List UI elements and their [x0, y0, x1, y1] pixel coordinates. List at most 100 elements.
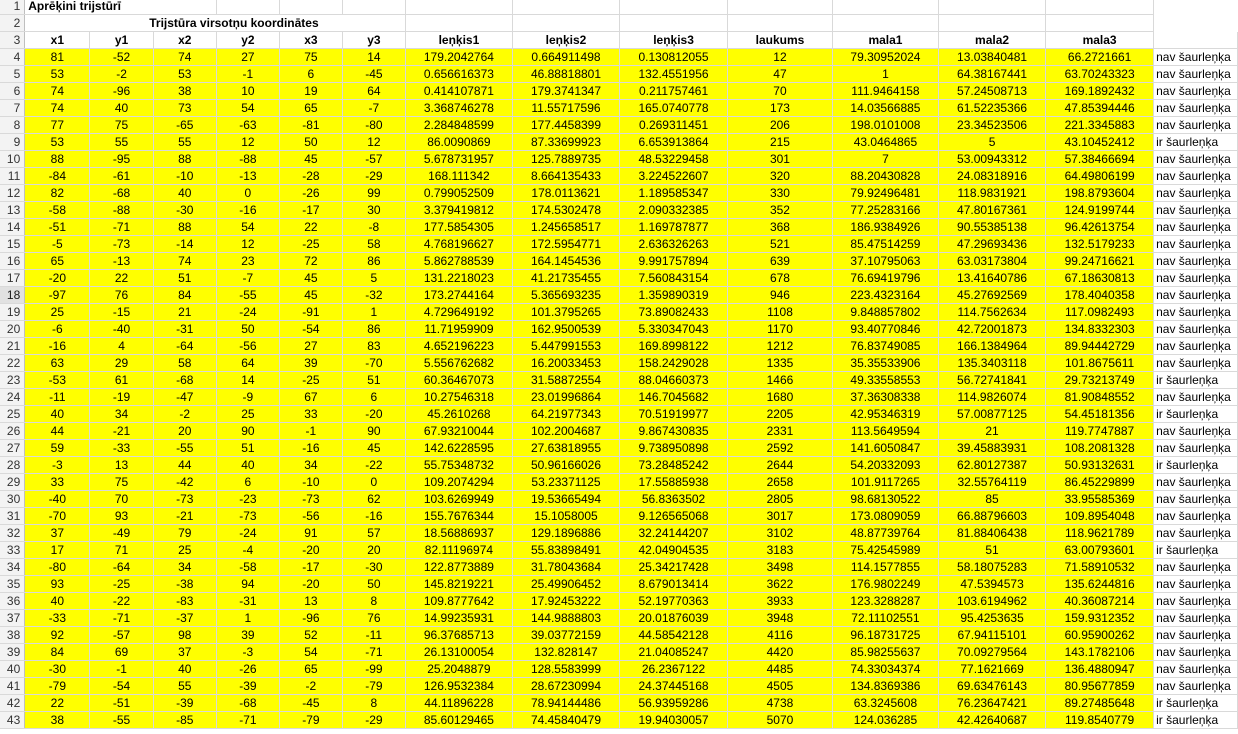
cell-m2[interactable]: 114.9826074 — [938, 388, 1047, 406]
cell-area[interactable]: 4420 — [727, 643, 833, 661]
cell-a2[interactable]: 172.5954771 — [512, 235, 621, 253]
cell-area[interactable]: 4116 — [727, 626, 833, 644]
cell-m2[interactable]: 47.80167361 — [938, 201, 1047, 219]
cell-a2[interactable]: 28.67230994 — [512, 677, 621, 695]
cell-y1[interactable]: 13 — [89, 456, 154, 474]
cell-result[interactable]: nav šaurleņķa — [1153, 524, 1238, 542]
cell-x1[interactable]: 44 — [24, 422, 91, 440]
cell-result[interactable]: nav šaurleņķa — [1153, 201, 1238, 219]
cell-y2[interactable]: 39 — [216, 626, 280, 644]
cell[interactable] — [938, 14, 1047, 32]
cell-y1[interactable]: 4 — [89, 337, 154, 355]
row-header[interactable]: 19 — [0, 303, 26, 321]
cell-x1[interactable]: -11 — [24, 388, 91, 406]
cell-y3[interactable]: 57 — [342, 524, 406, 542]
cell-result[interactable]: nav šaurleņķa — [1153, 558, 1238, 576]
cell-a2[interactable]: 101.3795265 — [512, 303, 621, 321]
cell-a3[interactable]: 9.126565068 — [619, 507, 729, 525]
cell[interactable] — [1045, 14, 1155, 32]
cell-y1[interactable]: 75 — [89, 473, 154, 491]
cell-m3[interactable]: 117.0982493 — [1045, 303, 1155, 321]
cell[interactable] — [727, 14, 833, 32]
cell-a1[interactable]: 0.656616373 — [405, 65, 513, 83]
cell-m1[interactable]: 173.0809059 — [832, 507, 940, 525]
cell-y3[interactable]: -70 — [342, 354, 406, 372]
cell[interactable] — [512, 0, 621, 15]
cell-x3[interactable]: -20 — [279, 541, 343, 559]
cell-y2[interactable]: 0 — [216, 184, 280, 202]
cell-x2[interactable]: 74 — [153, 48, 217, 66]
cell-result[interactable]: nav šaurleņķa — [1153, 303, 1238, 321]
cell-m2[interactable]: 85 — [938, 490, 1047, 508]
cell-a1[interactable]: 2.284848599 — [405, 116, 513, 134]
cell-a3[interactable]: 165.0740778 — [619, 99, 729, 117]
row-header[interactable]: 11 — [0, 167, 26, 185]
cell-area[interactable]: 2592 — [727, 439, 833, 457]
cell-y2[interactable]: 51 — [216, 439, 280, 457]
cell-m2[interactable]: 90.55385138 — [938, 218, 1047, 236]
cell-area[interactable]: 1466 — [727, 371, 833, 389]
cell-y1[interactable]: 93 — [89, 507, 154, 525]
cell-m3[interactable]: 66.2721661 — [1045, 48, 1155, 66]
row-header[interactable]: 13 — [0, 201, 26, 219]
cell-m3[interactable]: 109.8954048 — [1045, 507, 1155, 525]
cell-y1[interactable]: -88 — [89, 201, 154, 219]
cell-y1[interactable]: -71 — [89, 218, 154, 236]
cell-a1[interactable]: 11.71959909 — [405, 320, 513, 338]
cell-m1[interactable]: 63.3245608 — [832, 694, 940, 712]
cell-m2[interactable]: 76.23647421 — [938, 694, 1047, 712]
cell-area[interactable]: 368 — [727, 218, 833, 236]
cell-a1[interactable]: 126.9532384 — [405, 677, 513, 695]
cell-area[interactable]: 521 — [727, 235, 833, 253]
cell-y1[interactable]: -51 — [89, 694, 154, 712]
cell-x2[interactable]: 55 — [153, 677, 217, 695]
cell-x3[interactable]: -56 — [279, 507, 343, 525]
cell-y2[interactable]: -26 — [216, 660, 280, 678]
cell-a1[interactable]: 109.2074294 — [405, 473, 513, 491]
cell-y3[interactable]: 62 — [342, 490, 406, 508]
cell-area[interactable]: 12 — [727, 48, 833, 66]
cell-x2[interactable]: 34 — [153, 558, 217, 576]
cell-result[interactable]: nav šaurleņķa — [1153, 626, 1238, 644]
cell-x2[interactable]: 74 — [153, 252, 217, 270]
cell-x1[interactable]: 92 — [24, 626, 91, 644]
column-header-cell[interactable]: leņķis1 — [405, 31, 513, 49]
cell-a1[interactable]: 86.0090869 — [405, 133, 513, 151]
cell-m2[interactable]: 103.6194962 — [938, 592, 1047, 610]
cell-m1[interactable]: 75.42545989 — [832, 541, 940, 559]
cell-a3[interactable]: 70.51919977 — [619, 405, 729, 423]
cell-result[interactable]: nav šaurleņķa — [1153, 422, 1238, 440]
cell-m3[interactable]: 135.6244816 — [1045, 575, 1155, 593]
cell-x3[interactable]: -17 — [279, 201, 343, 219]
cell-y1[interactable]: 22 — [89, 269, 154, 287]
cell-y2[interactable]: 12 — [216, 133, 280, 151]
cell-x2[interactable]: -65 — [153, 116, 217, 134]
cell-a2[interactable]: 0.664911498 — [512, 48, 621, 66]
cell-m2[interactable]: 23.34523506 — [938, 116, 1047, 134]
cell-x1[interactable]: 53 — [24, 65, 91, 83]
cell-y3[interactable]: 99 — [342, 184, 406, 202]
cell-a1[interactable]: 131.2218023 — [405, 269, 513, 287]
cell-x2[interactable]: 38 — [153, 82, 217, 100]
cell-x3[interactable]: 34 — [279, 456, 343, 474]
cell-area[interactable]: 2658 — [727, 473, 833, 491]
cell[interactable] — [832, 14, 940, 32]
cell-area[interactable]: 1680 — [727, 388, 833, 406]
cell-a1[interactable]: 60.36467073 — [405, 371, 513, 389]
cell-result[interactable]: nav šaurleņķa — [1153, 439, 1238, 457]
cell-m1[interactable]: 88.20430828 — [832, 167, 940, 185]
cell-area[interactable]: 3017 — [727, 507, 833, 525]
cell-area[interactable]: 5070 — [727, 711, 833, 729]
cell-x2[interactable]: -47 — [153, 388, 217, 406]
cell-x2[interactable]: 25 — [153, 541, 217, 559]
cell-x3[interactable]: -25 — [279, 235, 343, 253]
cell-a3[interactable]: 48.53229458 — [619, 150, 729, 168]
cell-y3[interactable]: -57 — [342, 150, 406, 168]
cell-y3[interactable]: 64 — [342, 82, 406, 100]
row-header[interactable]: 14 — [0, 218, 26, 236]
row-header-1[interactable]: 1 — [0, 0, 26, 15]
row-header[interactable]: 18 — [0, 286, 26, 304]
row-header[interactable]: 27 — [0, 439, 26, 457]
cell-result[interactable]: nav šaurleņķa — [1153, 354, 1238, 372]
cell-result[interactable]: nav šaurleņķa — [1153, 184, 1238, 202]
